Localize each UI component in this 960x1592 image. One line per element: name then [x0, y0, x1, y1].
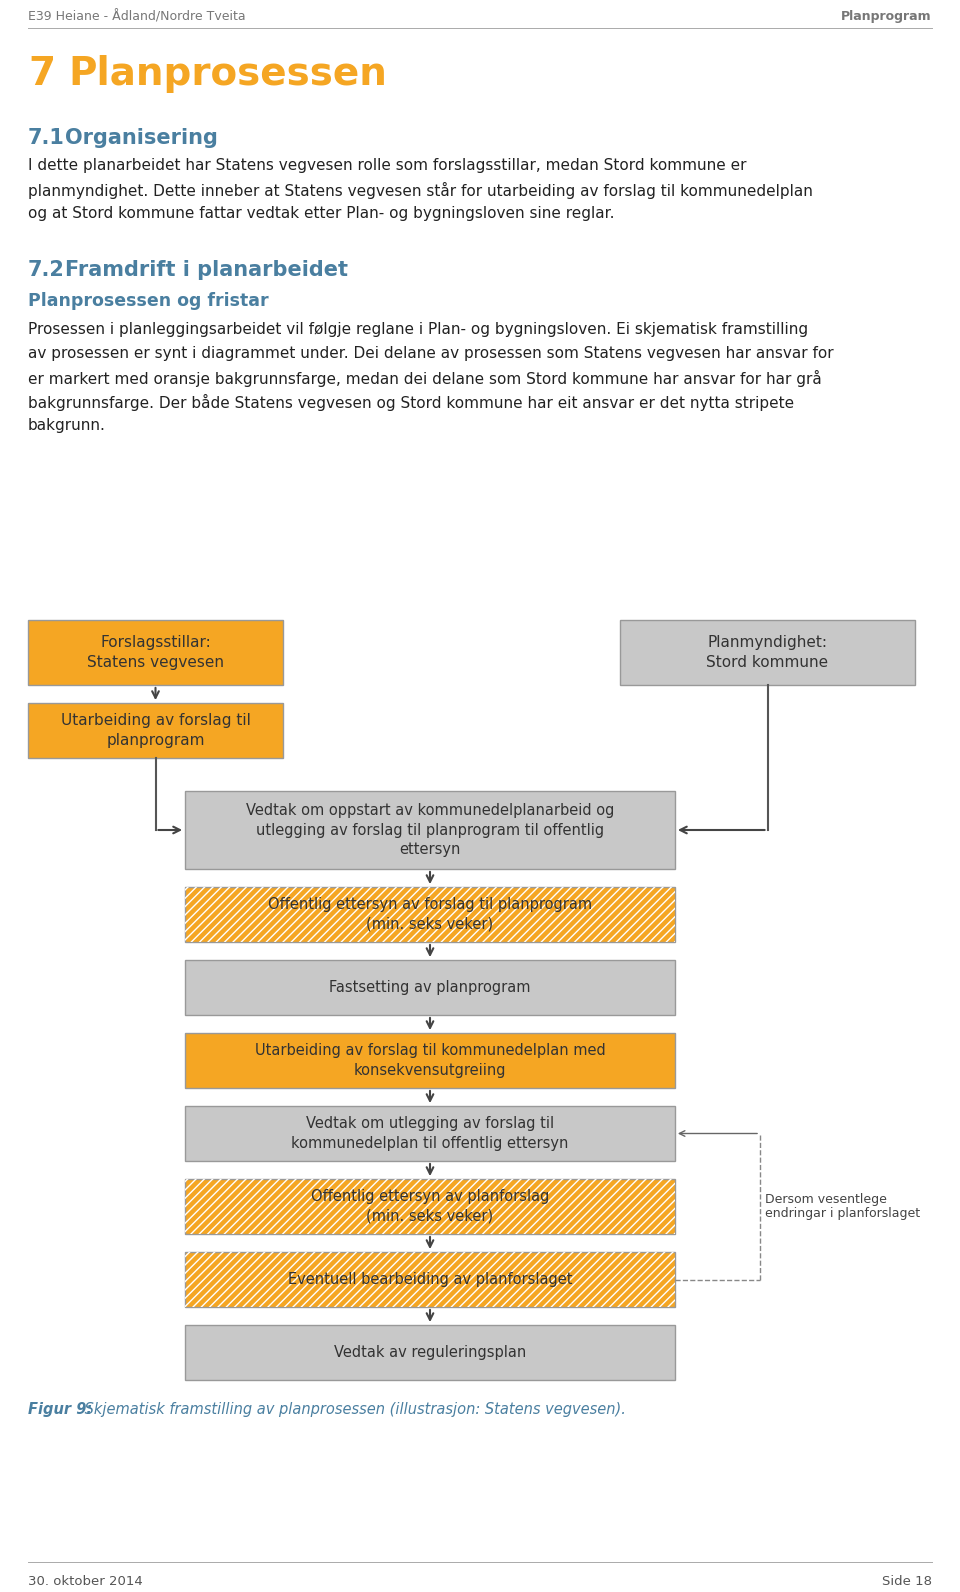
Bar	[185, 1325, 675, 1380]
Text: Planprogram: Planprogram	[841, 10, 932, 22]
Bar	[185, 1251, 675, 1307]
Text: Skjematisk framstilling av planprosessen (illustrasjon: Statens vegvesen).: Skjematisk framstilling av planprosessen…	[80, 1403, 626, 1417]
Text: Eventuell bearbeiding av planforslaget: Eventuell bearbeiding av planforslaget	[288, 1272, 572, 1286]
Bar	[185, 887, 675, 942]
Text: Side 18: Side 18	[882, 1574, 932, 1587]
Text: 30. oktober 2014: 30. oktober 2014	[28, 1574, 143, 1587]
Bar	[185, 1033, 675, 1087]
Text: Framdrift i planarbeidet: Framdrift i planarbeidet	[65, 259, 348, 280]
Text: Organisering: Organisering	[65, 127, 218, 148]
Text: Forslagsstillar:
Statens vegvesen: Forslagsstillar: Statens vegvesen	[87, 635, 224, 670]
Bar	[185, 1180, 675, 1234]
Bar	[185, 791, 675, 869]
Text: er markert med oransje bakgrunnsfarge, medan dei delane som Stord kommune har an: er markert med oransje bakgrunnsfarge, m…	[28, 369, 822, 387]
Bar	[28, 619, 283, 685]
Text: bakgrunn.: bakgrunn.	[28, 419, 106, 433]
Bar	[185, 1251, 675, 1307]
Text: bakgrunnsfarge. Der både Statens vegvesen og Stord kommune har eit ansvar er det: bakgrunnsfarge. Der både Statens vegvese…	[28, 393, 794, 411]
Text: Offentlig ettersyn av planforslag
(min. seks veker): Offentlig ettersyn av planforslag (min. …	[311, 1189, 549, 1224]
Bar	[185, 1180, 675, 1234]
Bar	[185, 887, 675, 942]
Text: E39 Heiane - Ådland/Nordre Tveita: E39 Heiane - Ådland/Nordre Tveita	[28, 10, 246, 24]
Text: Vedtak om utlegging av forslag til
kommunedelplan til offentlig ettersyn: Vedtak om utlegging av forslag til kommu…	[291, 1116, 568, 1151]
Bar	[620, 619, 915, 685]
Text: Utarbeiding av forslag til kommunedelplan med
konsekvensutgreiing: Utarbeiding av forslag til kommunedelpla…	[254, 1043, 606, 1078]
Text: Planmyndighet:
Stord kommune: Planmyndighet: Stord kommune	[707, 635, 828, 670]
Text: Figur 9:: Figur 9:	[28, 1403, 92, 1417]
Text: Planprosessen og fristar: Planprosessen og fristar	[28, 291, 269, 310]
Bar	[28, 704, 283, 758]
Text: Offentlig ettersyn av forslag til planprogram
(min. seks veker): Offentlig ettersyn av forslag til planpr…	[268, 898, 592, 931]
Text: og at Stord kommune fattar vedtak etter Plan- og bygningsloven sine reglar.: og at Stord kommune fattar vedtak etter …	[28, 205, 614, 221]
Bar	[185, 960, 675, 1016]
Text: 7.1: 7.1	[28, 127, 65, 148]
Bar	[185, 1106, 675, 1161]
Text: planmyndighet. Dette inneber at Statens vegvesen står for utarbeiding av forslag: planmyndighet. Dette inneber at Statens …	[28, 181, 813, 199]
Text: av prosessen er synt i diagrammet under. Dei delane av prosessen som Statens veg: av prosessen er synt i diagrammet under.…	[28, 345, 833, 361]
Text: Dersom vesentlege
endringar i planforslaget: Dersom vesentlege endringar i planforsla…	[765, 1192, 920, 1221]
Text: Planprosessen: Planprosessen	[68, 56, 387, 92]
Text: Prosessen i planleggingsarbeidet vil følgje reglane i Plan- og bygningsloven. Ei: Prosessen i planleggingsarbeidet vil føl…	[28, 322, 808, 338]
Text: Vedtak av reguleringsplan: Vedtak av reguleringsplan	[334, 1345, 526, 1360]
Text: Fastsetting av planprogram: Fastsetting av planprogram	[329, 981, 531, 995]
Text: Utarbeiding av forslag til
planprogram: Utarbeiding av forslag til planprogram	[60, 713, 251, 748]
Text: I dette planarbeidet har Statens vegvesen rolle som forslagsstillar, medan Stord: I dette planarbeidet har Statens vegvese…	[28, 158, 747, 174]
Text: 7: 7	[28, 56, 55, 92]
Text: 7.2: 7.2	[28, 259, 65, 280]
Text: Vedtak om oppstart av kommunedelplanarbeid og
utlegging av forslag til planprogr: Vedtak om oppstart av kommunedelplanarbe…	[246, 802, 614, 858]
